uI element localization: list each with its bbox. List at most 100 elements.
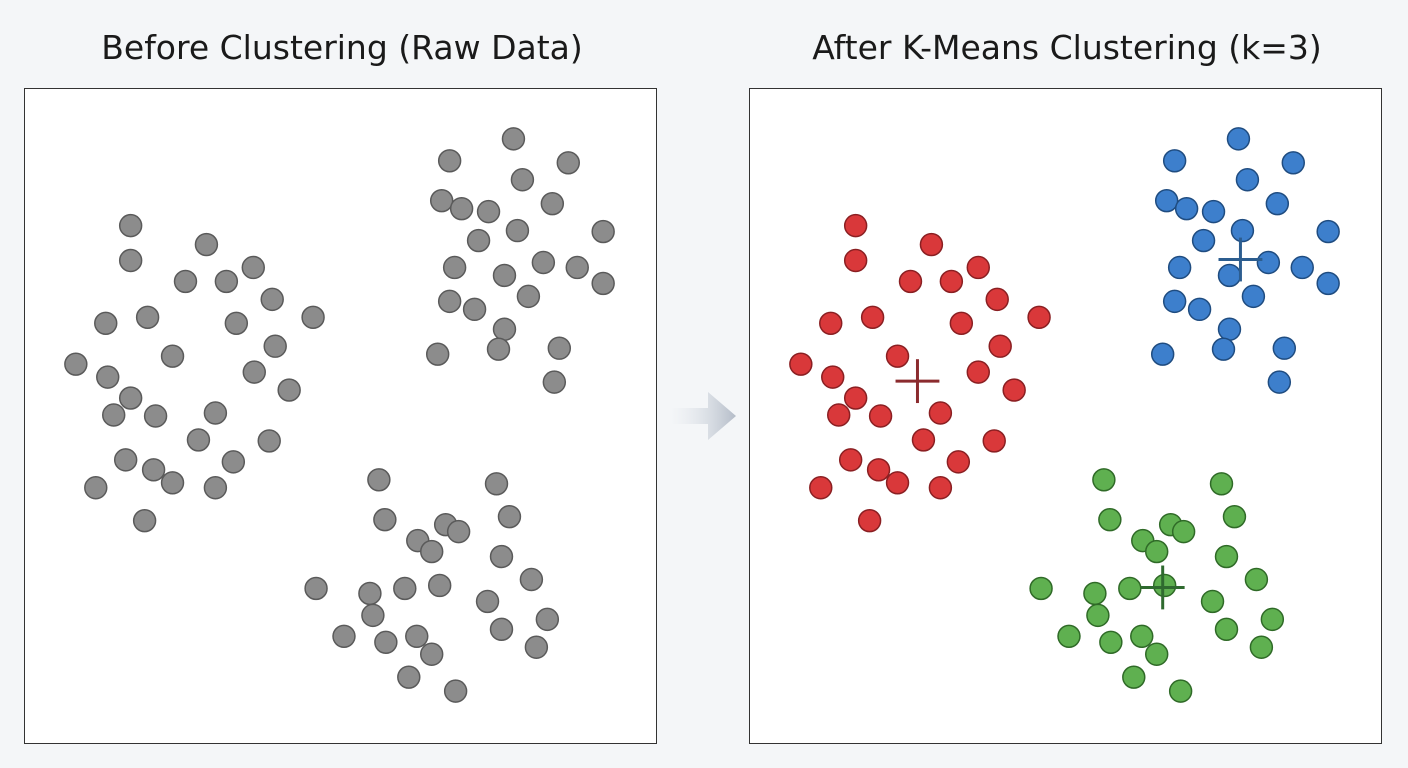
cluster-blue-point bbox=[1281, 151, 1305, 175]
raw-data-point bbox=[84, 476, 108, 500]
cluster-green-point bbox=[1200, 589, 1225, 614]
raw-data-point bbox=[186, 428, 211, 452]
raw-data-point bbox=[427, 573, 452, 598]
raw-data-point bbox=[260, 287, 284, 312]
raw-data-point bbox=[113, 448, 138, 472]
raw-data-point bbox=[224, 311, 249, 336]
cluster-green-point bbox=[1214, 617, 1239, 642]
cluster-green-point bbox=[1144, 539, 1169, 564]
raw-data-point bbox=[301, 305, 325, 330]
raw-data-point bbox=[425, 342, 450, 366]
cluster-blue-point bbox=[1256, 250, 1281, 275]
cluster-green-point bbox=[1244, 567, 1269, 592]
raw-data-point bbox=[221, 450, 246, 474]
cluster-green-point bbox=[1122, 665, 1146, 689]
cluster-red-point bbox=[949, 311, 974, 336]
raw-data-point bbox=[489, 617, 514, 642]
cluster-green-point bbox=[1098, 507, 1122, 532]
cluster-red-point bbox=[827, 403, 851, 427]
raw-data-point bbox=[263, 334, 287, 358]
cluster-red-point bbox=[966, 360, 990, 384]
cluster-blue-point bbox=[1174, 196, 1199, 221]
raw-data-point bbox=[132, 508, 157, 533]
raw-data-point bbox=[214, 269, 239, 294]
raw-data-point bbox=[332, 624, 356, 649]
cluster-green-point bbox=[1029, 576, 1053, 601]
cluster-red-point bbox=[843, 386, 868, 410]
cluster-red-point bbox=[789, 352, 813, 376]
cluster-blue-point bbox=[1162, 149, 1187, 173]
raw-data-point bbox=[160, 344, 185, 368]
cluster-blue-point bbox=[1290, 255, 1314, 280]
cluster-blue-point bbox=[1316, 271, 1340, 296]
cluster-green-point bbox=[1086, 603, 1110, 628]
cluster-green-point bbox=[1222, 504, 1247, 529]
cluster-red-point bbox=[866, 458, 891, 482]
cluster-green-point bbox=[1099, 630, 1123, 654]
cluster-green-point bbox=[1249, 635, 1274, 659]
cluster-blue-point bbox=[1154, 188, 1179, 213]
raw-data-point bbox=[519, 567, 544, 592]
raw-data-point bbox=[118, 386, 143, 410]
after-clustering-plot bbox=[749, 88, 1382, 744]
raw-data-point bbox=[497, 504, 522, 529]
cluster-blue-point bbox=[1187, 297, 1212, 322]
raw-data-point bbox=[173, 269, 198, 294]
raw-data-point bbox=[419, 539, 444, 564]
cluster-red-point bbox=[838, 448, 863, 472]
cluster-red-centroid bbox=[895, 359, 940, 404]
raw-data-point bbox=[476, 199, 501, 224]
raw-data-point bbox=[466, 228, 491, 253]
raw-data-point bbox=[203, 476, 228, 500]
raw-data-point bbox=[64, 352, 88, 376]
cluster-green-point bbox=[1083, 581, 1107, 606]
cluster-blue-point bbox=[1226, 127, 1251, 151]
raw-data-point bbox=[367, 468, 391, 492]
cluster-green-point bbox=[1130, 624, 1154, 649]
raw-data-point bbox=[591, 219, 615, 244]
raw-data-point bbox=[143, 404, 168, 428]
cluster-red-point bbox=[819, 311, 843, 336]
cluster-blue-point bbox=[1201, 199, 1226, 224]
raw-data-point bbox=[547, 336, 572, 360]
cluster-blue-point bbox=[1217, 317, 1242, 341]
raw-data-point bbox=[361, 603, 385, 628]
raw-data-point bbox=[524, 635, 549, 659]
right-arrow-icon bbox=[670, 392, 736, 440]
raw-data-point bbox=[374, 630, 398, 654]
raw-data-point bbox=[565, 255, 589, 280]
cluster-green-point bbox=[1168, 679, 1193, 703]
before-panel-title: Before Clustering (Raw Data) bbox=[101, 28, 583, 67]
cluster-blue-point bbox=[1241, 284, 1266, 309]
cluster-green-point bbox=[1152, 573, 1177, 598]
after-panel-title: After K-Means Clustering (k=3) bbox=[812, 28, 1322, 67]
cluster-red-point bbox=[982, 429, 1006, 453]
cluster-blue-point bbox=[1211, 337, 1236, 361]
raw-data-point bbox=[277, 378, 301, 402]
raw-data-point bbox=[141, 458, 166, 482]
cluster-blue-point bbox=[1191, 228, 1216, 253]
raw-data-point bbox=[96, 365, 120, 389]
cluster-blue-point bbox=[1316, 219, 1340, 244]
raw-data-point bbox=[393, 576, 417, 601]
raw-data-point bbox=[437, 289, 462, 314]
cluster-red-point bbox=[985, 287, 1009, 312]
cluster-red-point bbox=[1027, 305, 1051, 330]
raw-data-point bbox=[443, 679, 468, 703]
raw-data-point bbox=[540, 191, 565, 216]
raw-data-point bbox=[501, 127, 526, 151]
raw-data-point bbox=[94, 311, 118, 336]
raw-data-point bbox=[446, 519, 471, 544]
raw-data-point bbox=[492, 263, 517, 288]
cluster-red-point bbox=[939, 269, 964, 294]
cluster-red-point bbox=[885, 344, 910, 368]
raw-data-point bbox=[505, 218, 530, 243]
cluster-green-point bbox=[1214, 544, 1239, 569]
raw-data-point bbox=[591, 271, 615, 296]
raw-data-point bbox=[510, 168, 535, 192]
cluster-red-point bbox=[966, 255, 990, 280]
raw-data-point bbox=[397, 665, 421, 689]
cluster-red-point bbox=[885, 471, 910, 495]
raw-data-point bbox=[118, 248, 143, 273]
cluster-green-point bbox=[1118, 576, 1142, 601]
